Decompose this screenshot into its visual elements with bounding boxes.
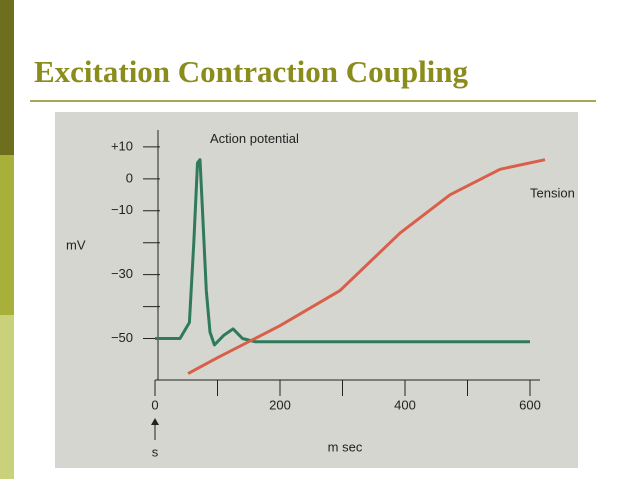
y-tick-label: −10	[111, 202, 133, 217]
x-axis-label: m sec	[328, 439, 363, 454]
x-tick-label: 200	[269, 397, 291, 412]
series-line	[155, 158, 530, 347]
slide-title: Excitation Contraction Coupling	[34, 54, 469, 89]
side-bar	[0, 0, 14, 155]
y-tick-label: −50	[111, 330, 133, 345]
x-tick-label: 600	[519, 397, 541, 412]
photo	[55, 112, 578, 468]
stimulus-arrow-head	[151, 418, 159, 425]
stimulus-label: s	[152, 444, 159, 459]
side-bar	[0, 315, 14, 479]
y-axis-label: mV	[66, 237, 86, 252]
series-label: Action potential	[210, 131, 299, 146]
series-line	[187, 158, 546, 375]
x-tick-label: 400	[394, 397, 416, 412]
series-label: Tension	[530, 186, 575, 201]
side-bar	[0, 155, 14, 315]
y-tick-label: −30	[111, 266, 133, 281]
y-tick-label: 0	[126, 170, 133, 185]
y-tick-label: +10	[111, 138, 133, 153]
x-tick-label: 0	[151, 397, 158, 412]
